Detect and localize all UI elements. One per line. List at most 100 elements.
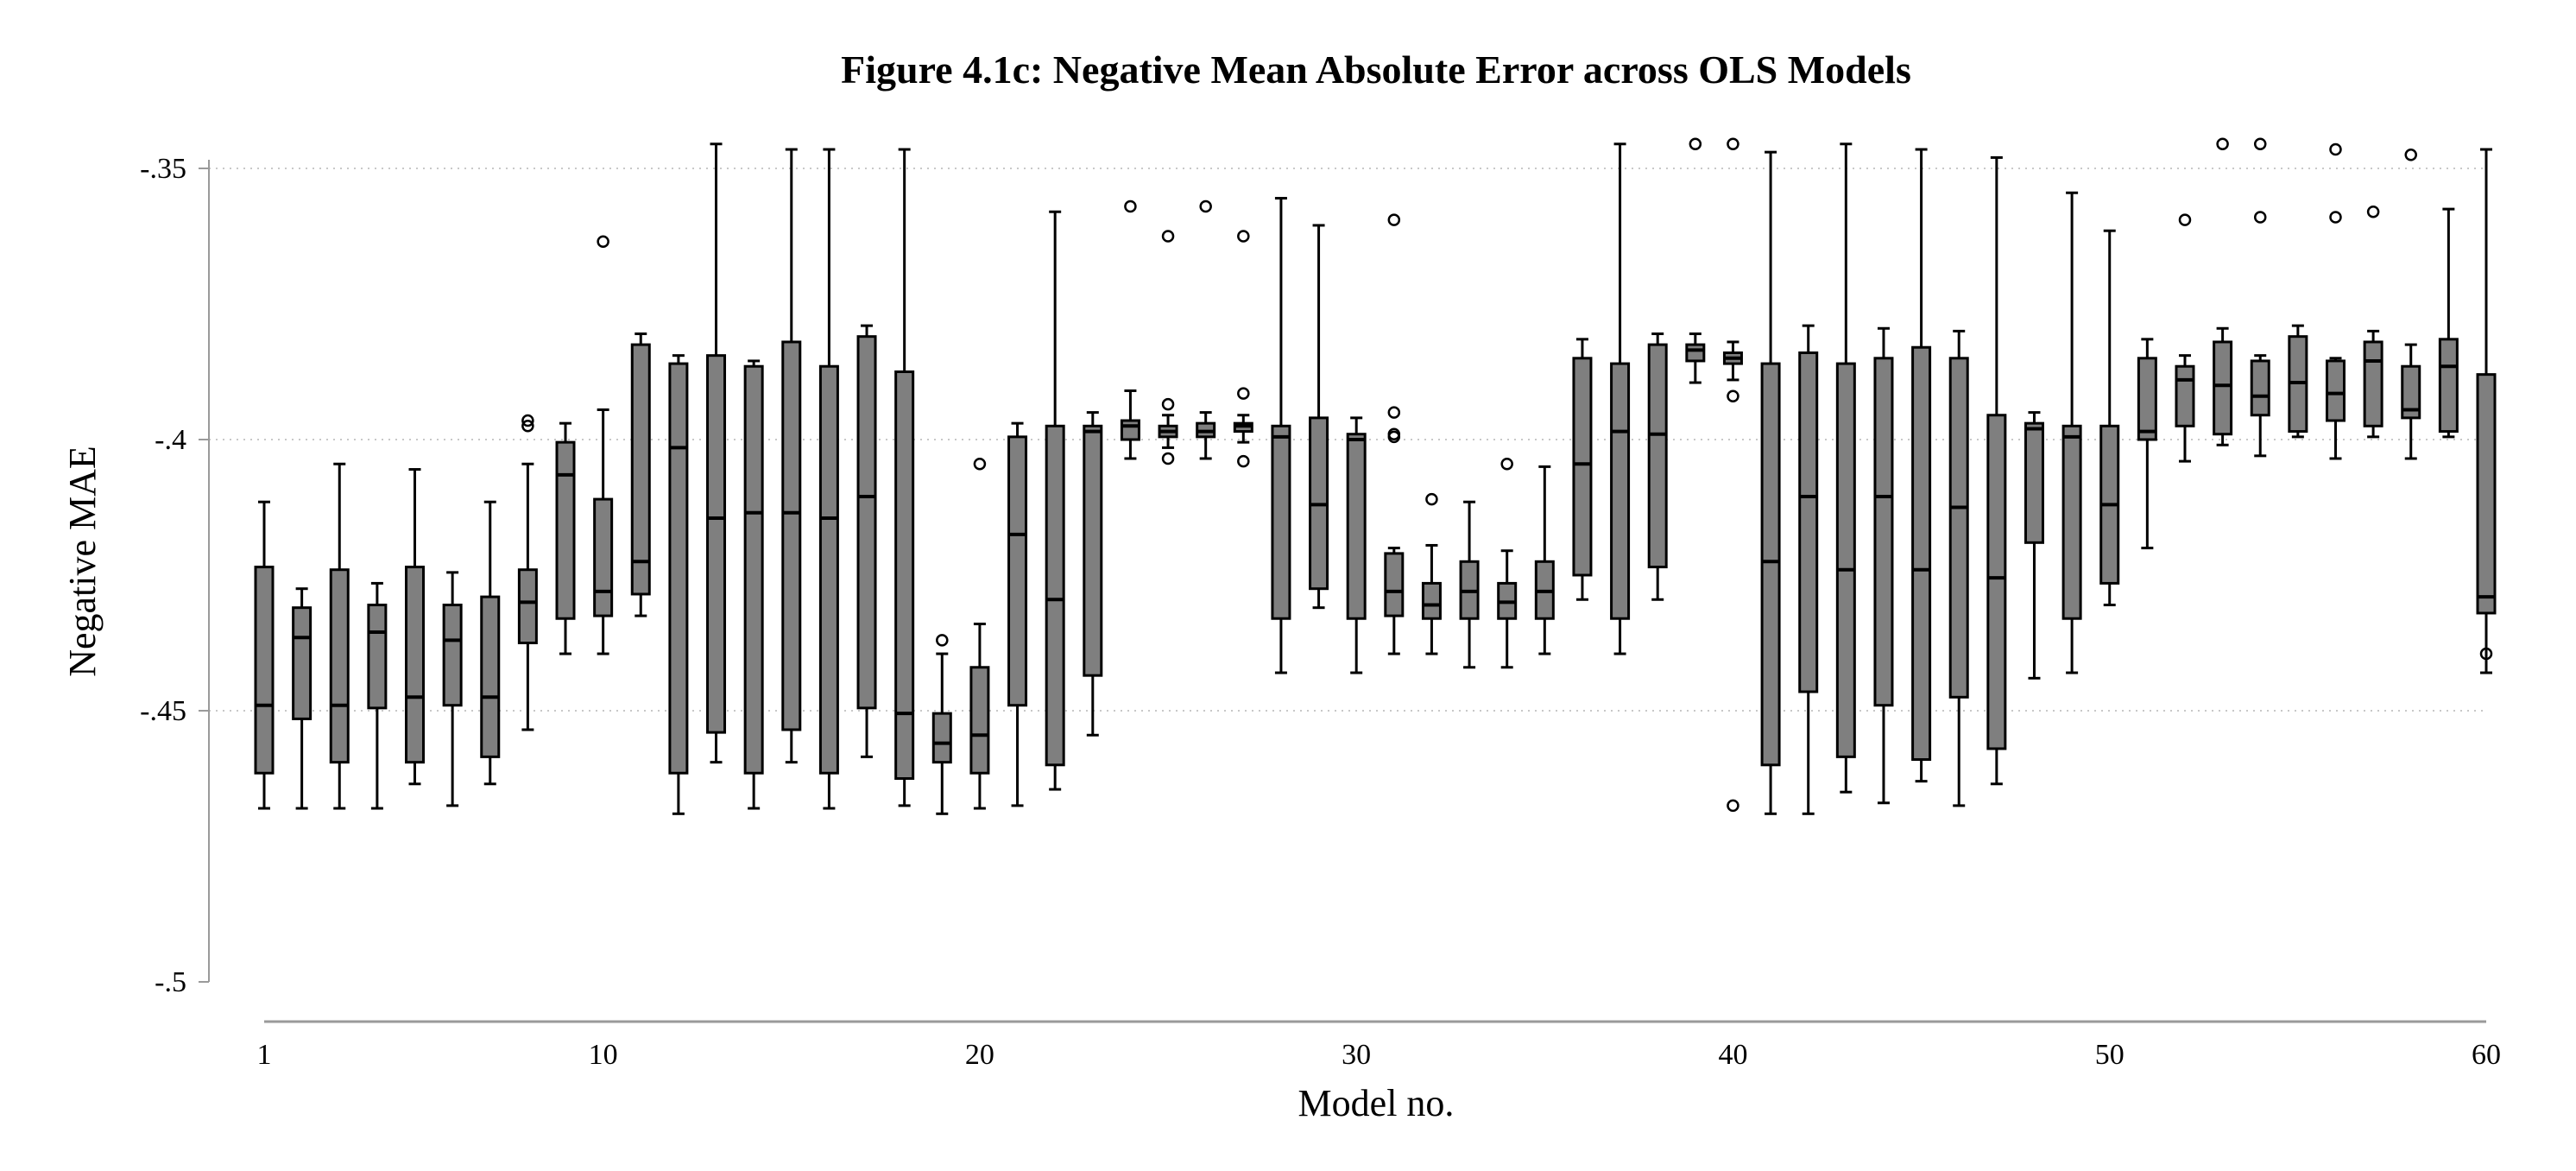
box-iqr bbox=[367, 604, 388, 710]
box-iqr bbox=[2024, 421, 2044, 544]
box-model-2 bbox=[292, 587, 313, 810]
box-model-53 bbox=[2213, 326, 2233, 446]
box-model-35 bbox=[1534, 465, 1555, 655]
outlier-point bbox=[2216, 137, 2229, 150]
box-iqr bbox=[329, 568, 350, 764]
box-iqr bbox=[292, 606, 313, 720]
box-iqr bbox=[1572, 357, 1593, 577]
box-model-22 bbox=[1045, 210, 1065, 791]
y-axis-label: Negative MAE bbox=[61, 446, 104, 677]
box-model-54 bbox=[2250, 354, 2270, 458]
box-iqr bbox=[1685, 343, 1706, 363]
outlier-point bbox=[1387, 430, 1401, 444]
x-tick-label: 50 bbox=[2095, 1039, 2125, 1071]
outlier-point bbox=[1387, 406, 1401, 419]
outlier-point bbox=[521, 414, 534, 427]
box-model-27 bbox=[1233, 414, 1253, 444]
box-iqr bbox=[480, 595, 501, 758]
outlier-point bbox=[2253, 211, 2267, 224]
outlier-point bbox=[1500, 458, 1513, 471]
box-model-58 bbox=[2401, 343, 2421, 460]
box-iqr bbox=[1760, 362, 1781, 767]
x-tick-label: 10 bbox=[589, 1039, 618, 1071]
outlier-point bbox=[1161, 452, 1175, 465]
outlier-point bbox=[1237, 387, 1250, 400]
box-model-46 bbox=[1948, 329, 1969, 807]
box-iqr bbox=[630, 343, 651, 596]
box-iqr bbox=[668, 362, 689, 775]
box-model-4 bbox=[367, 581, 388, 810]
box-model-24 bbox=[1120, 389, 1140, 460]
box-model-10 bbox=[593, 408, 614, 655]
outlier-point bbox=[936, 634, 949, 647]
x-tick-label: 30 bbox=[1342, 1039, 1371, 1071]
box-model-15 bbox=[781, 148, 802, 764]
y-tick-label: -.45 bbox=[140, 695, 186, 727]
box-model-5 bbox=[405, 468, 426, 786]
box-iqr bbox=[2476, 373, 2497, 615]
x-tick-label: 20 bbox=[965, 1039, 994, 1071]
outlier-point bbox=[2366, 205, 2380, 218]
box-model-28 bbox=[1271, 197, 1291, 674]
box-model-43 bbox=[1835, 142, 1856, 794]
box-iqr bbox=[517, 568, 538, 644]
box-model-45 bbox=[1911, 148, 1932, 783]
outlier-point bbox=[521, 420, 534, 433]
box-iqr bbox=[1083, 424, 1103, 677]
box-model-21 bbox=[1007, 421, 1028, 807]
outlier-point bbox=[1124, 199, 1137, 213]
box-iqr bbox=[1610, 362, 1631, 620]
x-tick-label: 1 bbox=[257, 1039, 272, 1071]
box-iqr bbox=[555, 440, 576, 620]
box-iqr bbox=[894, 370, 915, 780]
box-model-16 bbox=[818, 148, 839, 810]
box-iqr bbox=[1948, 357, 1969, 699]
box-model-26 bbox=[1196, 411, 1216, 460]
box-iqr bbox=[1798, 351, 1819, 693]
x-axis-label: Model no. bbox=[1298, 1082, 1455, 1124]
box-model-29 bbox=[1309, 224, 1329, 610]
box-model-13 bbox=[706, 142, 727, 764]
outlier-point bbox=[2329, 142, 2342, 156]
outlier-point bbox=[1727, 137, 1739, 150]
box-iqr bbox=[2438, 338, 2459, 434]
box-iqr bbox=[2213, 340, 2233, 436]
y-tick-label: -.5 bbox=[155, 966, 186, 998]
box-model-1 bbox=[254, 500, 275, 810]
box-model-42 bbox=[1798, 324, 1819, 815]
outlier-point bbox=[1161, 397, 1175, 411]
box-model-51 bbox=[2137, 338, 2157, 550]
box-model-38 bbox=[1647, 332, 1668, 601]
outlier-point bbox=[1237, 230, 1250, 243]
box-model-44 bbox=[1873, 326, 1894, 805]
box-iqr bbox=[856, 335, 877, 710]
box-model-23 bbox=[1083, 411, 1103, 737]
box-iqr bbox=[1120, 419, 1140, 441]
box-model-20 bbox=[969, 623, 990, 810]
box-model-12 bbox=[668, 354, 689, 815]
box-iqr bbox=[1911, 345, 1932, 762]
box-model-36 bbox=[1572, 338, 1593, 601]
outlier-point bbox=[1237, 454, 1250, 468]
box-iqr bbox=[254, 566, 275, 775]
box-model-55 bbox=[2288, 324, 2308, 439]
box-iqr bbox=[706, 354, 727, 734]
box-model-59 bbox=[2438, 207, 2459, 439]
box-iqr bbox=[1835, 362, 1856, 758]
box-model-57 bbox=[2363, 329, 2383, 439]
box-model-37 bbox=[1610, 142, 1631, 655]
outlier-point bbox=[1161, 230, 1175, 243]
box-iqr bbox=[1873, 357, 1894, 707]
box-model-32 bbox=[1421, 543, 1442, 655]
box-iqr bbox=[2175, 364, 2195, 427]
box-iqr bbox=[1986, 414, 2007, 750]
box-iqr bbox=[442, 604, 463, 707]
box-model-14 bbox=[743, 359, 764, 810]
box-iqr bbox=[781, 340, 802, 731]
box-model-56 bbox=[2325, 357, 2346, 460]
outliers bbox=[521, 137, 2493, 813]
box-iqr bbox=[969, 666, 990, 775]
box-model-47 bbox=[1986, 155, 2007, 786]
chart-title: Figure 4.1c: Negative Mean Absolute Erro… bbox=[841, 47, 1911, 92]
